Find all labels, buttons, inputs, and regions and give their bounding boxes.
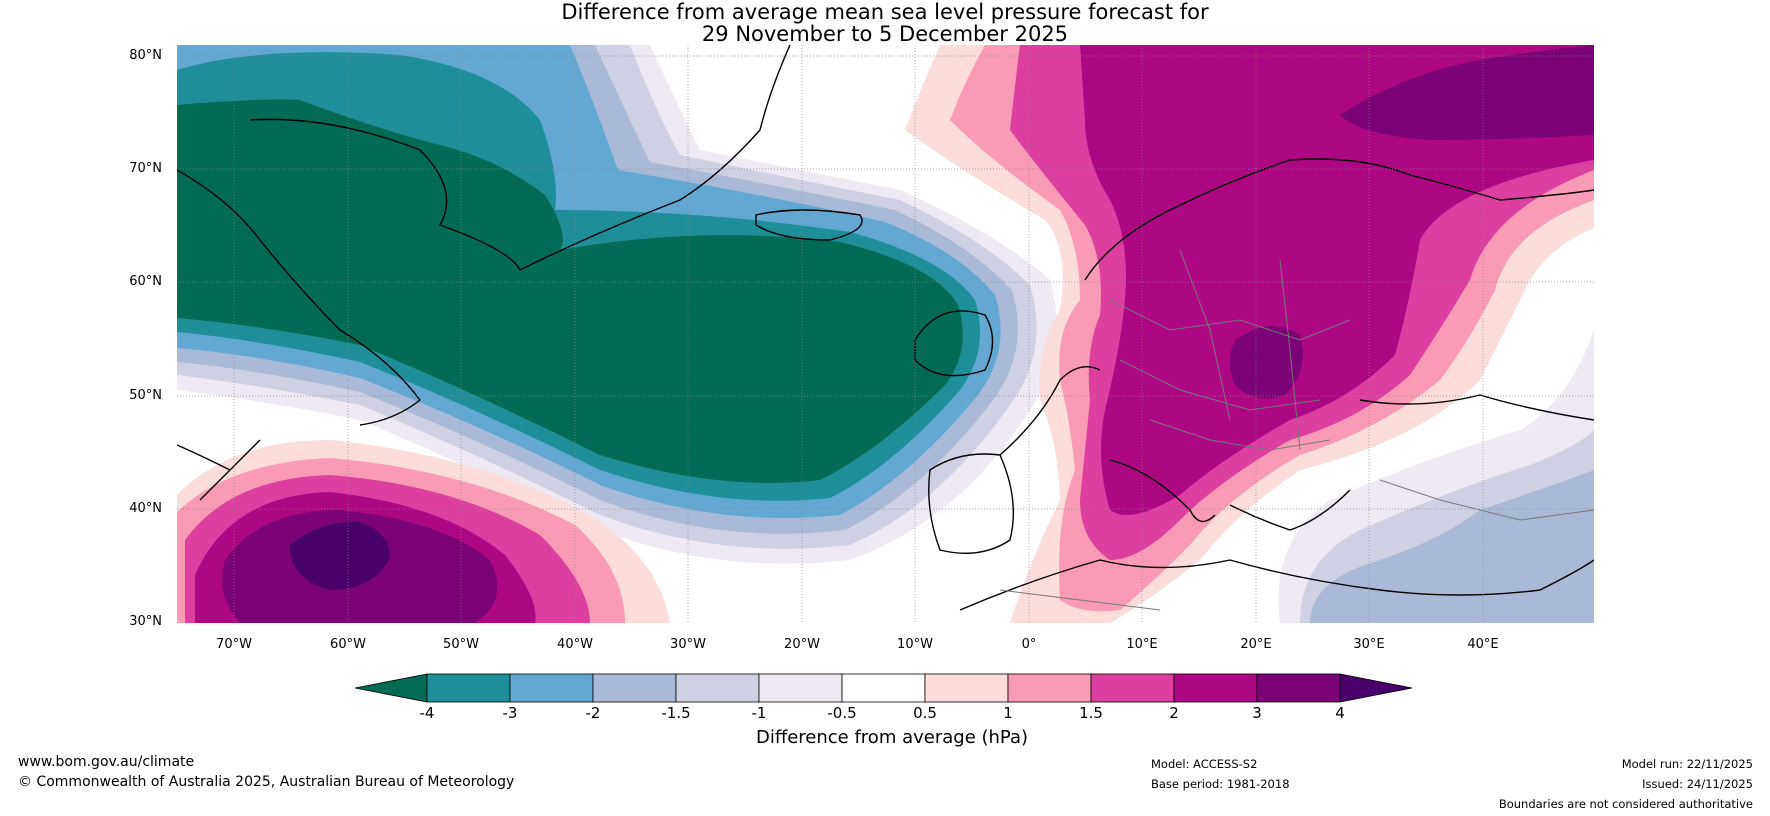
colorbar-segment [1090, 673, 1175, 703]
lon-label-30w: 30°W [670, 637, 706, 652]
colorbar-tick-label: -1 [751, 704, 767, 722]
coastline-scandinavia [1084, 158, 1594, 281]
lon-label-10e: 10°E [1126, 637, 1158, 652]
colorbar-tick-label: 0.5 [913, 704, 937, 722]
colorbar-segment [675, 673, 760, 703]
graticule [177, 45, 1594, 623]
colorbar-segment [592, 673, 677, 703]
coastline-labrador [177, 169, 421, 426]
footer-issued: Issued: 24/11/2025 [1642, 777, 1753, 791]
coastlines [177, 45, 1594, 611]
colorbar-segment [1007, 673, 1092, 703]
coastline-france [999, 366, 1101, 456]
colorbar-extend-min [354, 673, 428, 703]
colorbar-tick-label: -3 [502, 704, 518, 722]
coastline-greenland [249, 45, 791, 271]
lon-label-40w: 40°W [557, 637, 593, 652]
footer-website: www.bom.gov.au/climate [18, 754, 195, 770]
colorbar-segment [1256, 673, 1341, 703]
colorbar-tick-label: -0.5 [827, 704, 857, 722]
lat-label-50n: 50°N [129, 388, 162, 403]
map-title-line2: 29 November to 5 December 2025 [701, 22, 1069, 46]
colorbar-tick-label: 4 [1335, 704, 1345, 722]
lat-label-30n: 30°N [129, 614, 162, 629]
lat-label-60n: 60°N [129, 274, 162, 289]
lon-label-0: 0° [1021, 637, 1037, 652]
colorbar [354, 673, 1413, 703]
lon-label-30e: 30°E [1353, 637, 1385, 652]
colorbar-segment [758, 673, 843, 703]
lat-label-70n: 70°N [129, 161, 162, 176]
footer-model: Model: ACCESS-S2 [1151, 757, 1258, 771]
positive-anomaly-central-europe [1230, 326, 1303, 399]
colorbar-tick-label: 3 [1252, 704, 1262, 722]
negative-anomaly-eastern-mediterranean [1278, 330, 1594, 623]
lon-label-40e: 40°E [1467, 637, 1499, 652]
colorbar-label: Difference from average (hPa) [755, 727, 1029, 748]
lat-label-40n: 40°N [129, 501, 162, 516]
footer-copyright: © Commonwealth of Australia 2025, Austra… [18, 774, 515, 790]
map-title-line1: Difference from average mean sea level p… [561, 0, 1209, 24]
colorbar-extend-max [1339, 673, 1413, 703]
coastline-iceland [755, 209, 863, 241]
coastline-nova-scotia [177, 444, 231, 471]
footer-model-run: Model run: 22/11/2025 [1621, 757, 1753, 771]
lon-label-50w: 50°W [443, 637, 479, 652]
colorbar-tick-label: 1 [1003, 704, 1013, 722]
footer-base-period: Base period: 1981-2018 [1151, 777, 1290, 791]
colorbar-tick-label: -1.5 [661, 704, 691, 722]
negative-anomaly-north-atlantic [177, 45, 1057, 564]
colorbar-segment [1173, 673, 1258, 703]
country-borders [999, 249, 1594, 611]
colorbar-segment [924, 673, 1009, 703]
footer-disclaimer: Boundaries are not considered authoritat… [1498, 797, 1753, 811]
positive-anomaly-arctic-barents [1340, 45, 1594, 140]
coastline-black-sea [1359, 394, 1594, 421]
colorbar-tick-label: -4 [419, 704, 435, 722]
lon-label-10w: 10°W [897, 637, 933, 652]
lon-label-20w: 20°W [784, 637, 820, 652]
colorbar-tick-label: 2 [1169, 704, 1179, 722]
colorbar-tick-label: 1.5 [1079, 704, 1103, 722]
coastline-greece-turkey [1229, 489, 1351, 531]
coastline-iberia [928, 453, 1014, 555]
coastline-north-africa [959, 559, 1594, 611]
colorbar-tick-label: -2 [585, 704, 601, 722]
colorbar-segment [841, 673, 926, 703]
lon-label-60w: 60°W [330, 637, 366, 652]
lon-label-70w: 70°W [216, 637, 252, 652]
lat-label-80n: 80°N [129, 48, 162, 63]
coastline-british-isles [914, 310, 994, 377]
lon-label-20e: 20°E [1240, 637, 1272, 652]
colorbar-segment [426, 673, 511, 703]
positive-anomaly-subtropical-atlantic [177, 440, 670, 623]
colorbar-segment [509, 673, 594, 703]
coastline-italy [1109, 459, 1216, 523]
map-plot-area [177, 45, 1594, 623]
